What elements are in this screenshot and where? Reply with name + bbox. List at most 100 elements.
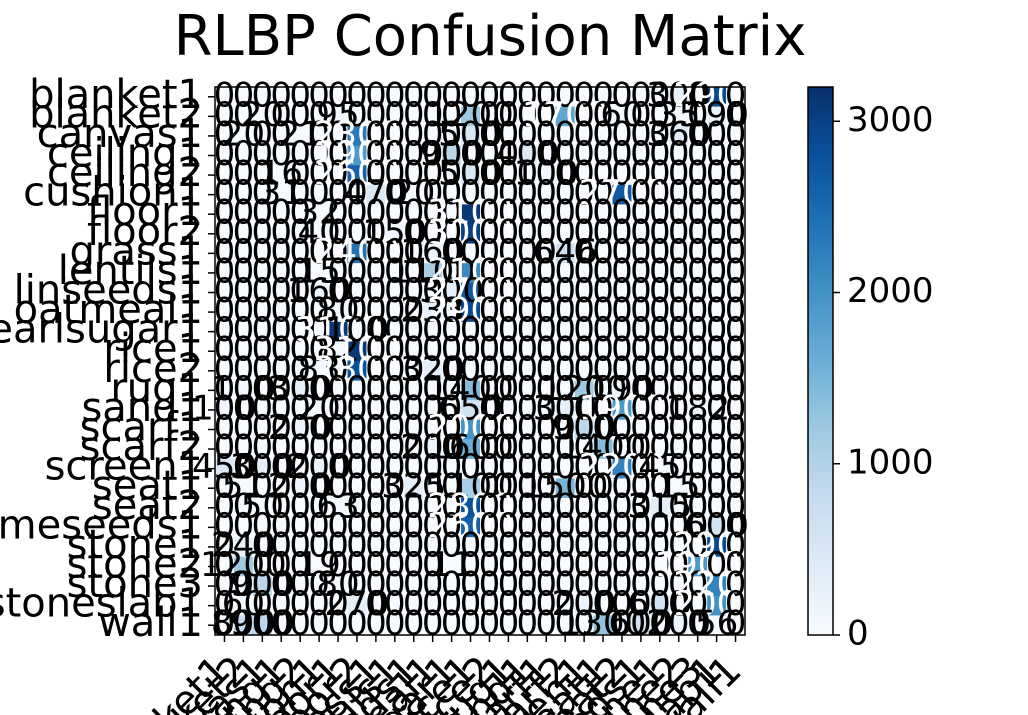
cell <box>498 498 519 518</box>
cell <box>593 419 613 440</box>
cell <box>252 556 273 577</box>
cell <box>309 595 329 616</box>
cell <box>612 439 632 460</box>
cell <box>650 224 670 244</box>
cell-label: 0 <box>327 114 349 154</box>
cell <box>593 576 613 597</box>
cell <box>404 380 424 401</box>
cell <box>593 243 613 264</box>
cell-label: 0 <box>214 75 236 115</box>
cell <box>385 400 405 421</box>
cell <box>328 302 348 323</box>
cell <box>328 126 348 147</box>
cell <box>271 224 292 244</box>
cell-label: 0 <box>630 95 652 135</box>
cell <box>442 106 462 127</box>
cell <box>593 595 613 616</box>
cell <box>385 302 405 323</box>
cell <box>461 165 481 186</box>
cell <box>517 380 538 401</box>
cell <box>707 595 727 616</box>
cell-label: 0 <box>346 75 368 115</box>
cell <box>309 556 329 577</box>
cell <box>461 106 481 127</box>
cell <box>498 458 519 479</box>
cell <box>574 321 594 342</box>
cell-label: 0 <box>289 75 311 115</box>
cell <box>574 595 594 616</box>
cell <box>669 184 689 205</box>
cell-label: 0 <box>687 114 709 154</box>
cell <box>271 243 292 264</box>
cell <box>650 615 670 636</box>
cell <box>461 380 481 401</box>
cell <box>215 302 235 323</box>
cell <box>347 419 367 440</box>
cell <box>461 439 481 460</box>
cell <box>480 321 500 342</box>
cell <box>707 145 727 166</box>
cell-label: 2300 <box>314 114 401 154</box>
cell <box>536 263 557 284</box>
cell-label: 0 <box>649 114 671 154</box>
cell <box>650 537 670 558</box>
cell <box>442 263 462 284</box>
cell-label: 0 <box>441 95 463 135</box>
cell <box>215 204 235 225</box>
cell <box>271 595 292 616</box>
cell <box>252 361 273 381</box>
cell <box>328 321 348 342</box>
cell <box>461 204 481 225</box>
cell <box>290 145 310 166</box>
cell-label: 0 <box>725 114 747 154</box>
cell <box>726 478 746 499</box>
cell <box>707 263 727 284</box>
cell <box>574 243 594 264</box>
cell <box>461 361 481 381</box>
cell <box>271 478 292 499</box>
cell <box>669 537 689 558</box>
cell <box>498 184 519 205</box>
cell <box>215 498 235 518</box>
cell <box>309 165 329 186</box>
cell <box>290 595 310 616</box>
cell <box>612 263 632 284</box>
cell <box>461 341 481 362</box>
cell <box>480 517 500 538</box>
cell <box>650 556 670 577</box>
cell <box>423 184 443 205</box>
cell <box>461 87 481 107</box>
cell <box>423 615 443 636</box>
cell <box>385 439 405 460</box>
cell <box>593 145 613 166</box>
cell <box>461 478 481 499</box>
cell-label: 0 <box>441 75 463 115</box>
cell <box>669 282 689 303</box>
cell <box>442 224 462 244</box>
cell <box>347 615 367 636</box>
cell <box>366 419 386 440</box>
cell <box>252 165 273 186</box>
cell <box>517 615 538 636</box>
cell <box>555 321 575 342</box>
cell <box>688 341 708 362</box>
cell <box>461 224 481 244</box>
cell <box>574 439 594 460</box>
cell <box>593 537 613 558</box>
cell <box>385 595 405 616</box>
cell <box>480 126 500 147</box>
cell <box>366 478 386 499</box>
cell <box>669 556 689 577</box>
cell <box>555 361 575 381</box>
cell <box>215 184 235 205</box>
cell <box>423 87 443 107</box>
cell <box>252 595 273 616</box>
cell <box>707 517 727 538</box>
cell <box>347 400 367 421</box>
cell <box>404 595 424 616</box>
cell <box>366 87 386 107</box>
cell <box>612 517 632 538</box>
cell <box>669 87 689 107</box>
cell <box>555 184 575 205</box>
cell <box>574 87 594 107</box>
